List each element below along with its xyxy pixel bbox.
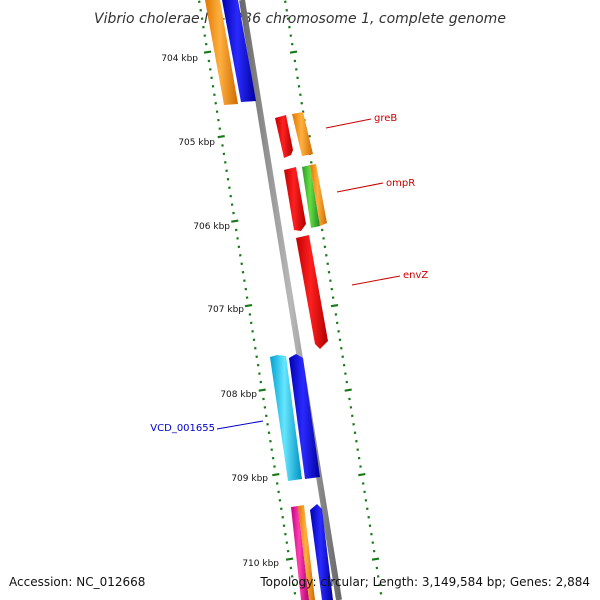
gene-arrow-orange-bottom[interactable] [298, 505, 315, 600]
gene-arrow-green-ompR[interactable] [302, 165, 320, 228]
leader-greB [325, 118, 372, 129]
gene-arrow-blue-top[interactable] [222, 0, 256, 102]
inner-track-tick [258, 388, 266, 392]
gene-arrow-cyan-VCD_001655[interactable] [270, 355, 302, 481]
gene-arrow-orange-top[interactable] [205, 0, 238, 105]
outer-track-tick [358, 473, 366, 477]
gene-label-ompR[interactable]: ompR [386, 178, 415, 189]
scale-label-708: 708 kbp [220, 390, 257, 400]
gene-label-envZ[interactable]: envZ [403, 270, 428, 281]
inner-track-tick [217, 135, 225, 139]
gene-arrow-magenta-bottom[interactable] [291, 506, 309, 600]
inner-tick-track [198, 0, 297, 595]
gene-arrow-blue-bottom[interactable] [310, 504, 333, 600]
outer-track-tick [289, 50, 298, 54]
scale-label-707: 707 kbp [207, 305, 244, 315]
accession-text: Accession: NC_012668 [9, 575, 145, 589]
gene-arrow-red-ompR[interactable] [284, 167, 306, 231]
leader-ompR [336, 182, 384, 193]
scale-label-710: 710 kbp [242, 559, 279, 569]
gene-label-VCD_001655[interactable]: VCD_001655 [150, 423, 215, 434]
gene-features [205, 0, 333, 600]
outer-track-tick [344, 388, 352, 392]
outer-tick-track [284, 0, 383, 595]
scale-labels: 704 kbp 705 kbp 706 kbp 707 kbp 708 kbp … [161, 54, 279, 569]
gene-labels: greB ompR envZ VCD_001655 [150, 113, 428, 434]
leader-VCD_001655 [216, 420, 264, 430]
leader-envZ [351, 275, 401, 286]
scale-label-704: 704 kbp [161, 54, 198, 64]
outer-track-tick [371, 557, 380, 561]
gene-arrow-red-greB-left[interactable] [275, 115, 293, 158]
gene-arrow-orange-greB[interactable] [292, 112, 313, 156]
inner-track-tick [285, 557, 294, 561]
genome-summary-text: Topology: circular; Length: 3,149,584 bp… [259, 575, 590, 589]
inner-track-tick [272, 473, 280, 477]
scale-label-706: 706 kbp [193, 222, 230, 232]
gene-arrow-orange-ompR[interactable] [310, 164, 327, 226]
map-title: Vibrio cholerae MJ-1236 chromosome 1, co… [94, 11, 506, 27]
gene-arrow-blue-middle[interactable] [289, 354, 320, 479]
scale-label-705: 705 kbp [178, 138, 215, 148]
gene-label-leaders [216, 118, 401, 430]
inner-track-tick [203, 50, 212, 54]
scale-label-709: 709 kbp [231, 474, 268, 484]
inner-track-tick [231, 219, 239, 223]
outer-track-tick [330, 304, 339, 308]
chromosome-backbone [239, 0, 342, 600]
gene-arrow-red-envZ[interactable] [296, 235, 328, 349]
inner-track-tick [244, 304, 253, 308]
gene-label-greB[interactable]: greB [374, 113, 397, 124]
